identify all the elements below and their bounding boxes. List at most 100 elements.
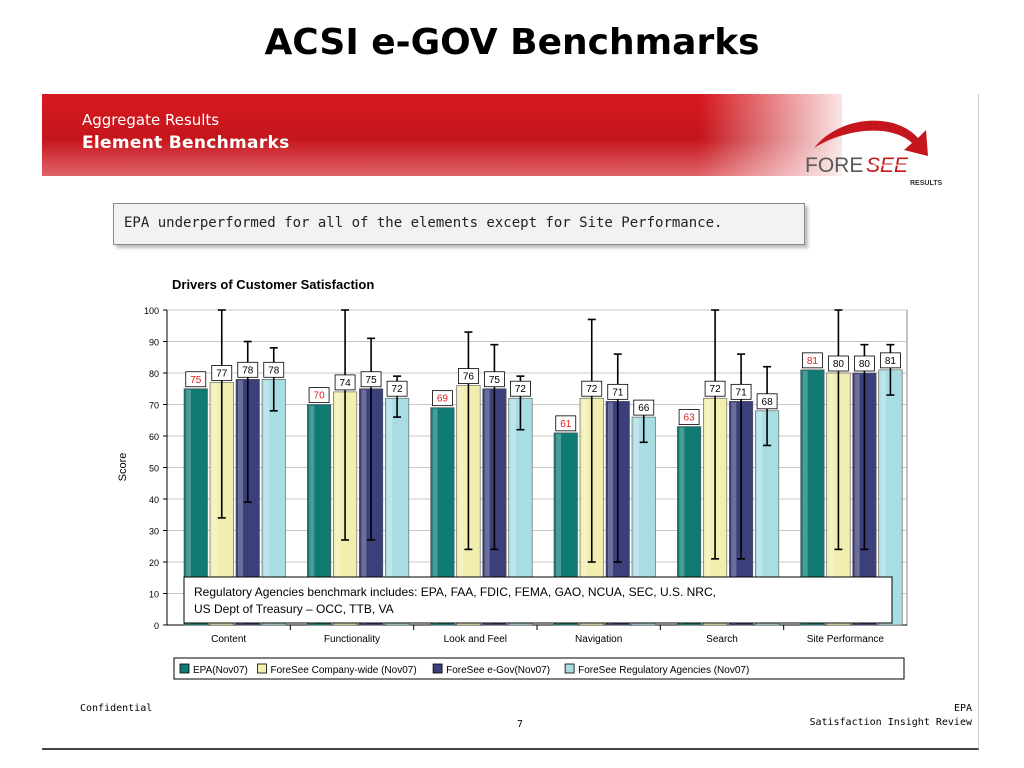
legend-swatch (564, 663, 575, 674)
bar-highlight (212, 383, 217, 624)
legend-swatch (179, 663, 190, 674)
data-label-box (756, 393, 778, 410)
logo-tagline: RESULTS (910, 180, 942, 187)
bar-highlight (238, 380, 243, 624)
bar-highlight (828, 374, 834, 624)
bar-highlight (432, 408, 438, 624)
legend-box (173, 657, 905, 680)
data-label-box (334, 374, 356, 391)
bar-highlight (608, 402, 613, 624)
annotation-box (183, 576, 893, 624)
y-tick-label: 90 (149, 338, 159, 348)
foresee-logo: FORE SEE RESULTS (800, 110, 950, 192)
y-tick-label: 0 (154, 621, 159, 631)
data-label-box (185, 371, 207, 388)
bar-highlight (484, 389, 490, 624)
data-label-box (802, 352, 823, 369)
bar-highlight (556, 433, 561, 624)
header-subtitle: Aggregate Results (82, 111, 220, 129)
data-label: 69 (437, 394, 449, 405)
bar-highlight (679, 427, 685, 624)
data-label-box (263, 361, 285, 378)
data-label-box (854, 355, 875, 372)
data-label-box (678, 409, 700, 425)
bar (430, 407, 455, 626)
y-tick-label: 20 (149, 558, 159, 568)
legend-label: ForeSee Regulatory Agencies (Nov07) (578, 665, 749, 676)
data-label-box (360, 371, 382, 388)
data-label: 70 (314, 391, 326, 402)
bar-highlight (387, 399, 393, 624)
data-label: 72 (710, 384, 722, 395)
footer-right-line1: EPA (953, 703, 972, 714)
footer-confidential: Confidential (80, 703, 153, 714)
y-tick-label: 100 (144, 306, 159, 316)
x-tick-label: Site Performance (807, 634, 885, 645)
data-label: 71 (612, 387, 624, 398)
header-title: Element Benchmarks (82, 133, 290, 153)
bar-highlight (510, 399, 516, 624)
data-label-box (581, 380, 603, 397)
data-label: 80 (833, 359, 845, 370)
chart-title: Drivers of Customer Satisfaction (172, 277, 374, 292)
data-label: 72 (586, 384, 598, 395)
bar (183, 388, 208, 626)
data-label-box (555, 415, 577, 432)
annotation-line-1: Regulatory Agencies benchmark includes: … (194, 585, 716, 599)
annotation-line-2: US Dept of Treasury – OCC, TTB, VA (194, 602, 394, 616)
data-label: 75 (366, 375, 378, 386)
data-label: 77 (216, 368, 228, 379)
bar-highlight (361, 389, 367, 624)
bar-highlight (309, 405, 315, 624)
x-tick-label: Functionality (324, 634, 380, 645)
bar (800, 369, 825, 626)
y-tick-label: 30 (149, 527, 159, 537)
bar-highlight (335, 392, 341, 624)
page-title: ACSI e-GOV Benchmarks (264, 22, 760, 63)
x-tick-label: Look and Feel (444, 634, 507, 645)
data-label: 61 (560, 419, 572, 430)
data-label: 78 (268, 365, 280, 376)
data-label: 63 (684, 413, 696, 424)
data-label: 75 (489, 375, 501, 386)
bar-highlight (731, 402, 737, 624)
bar-highlight (854, 374, 860, 624)
data-label-box (237, 361, 259, 378)
x-tick-label: Search (706, 634, 738, 645)
bar-highlight (582, 399, 587, 624)
legend-swatch (257, 663, 267, 674)
data-label: 78 (242, 365, 254, 376)
legend-label: ForeSee Company-wide (Nov07) (271, 665, 417, 676)
data-label: 68 (762, 397, 774, 408)
y-axis-label: Score (117, 453, 129, 482)
bar-highlight (264, 380, 269, 624)
data-label-box (484, 371, 505, 388)
bar-highlight (634, 418, 639, 624)
footer-right-line2: Satisfaction Insight Review (809, 717, 972, 728)
bar-highlight (705, 399, 711, 624)
data-label: 66 (638, 403, 650, 414)
data-label-box (607, 383, 629, 400)
callout-text: EPA underperformed for all of the elemen… (124, 215, 723, 231)
data-label-box (828, 355, 849, 372)
data-label-box (510, 380, 531, 397)
callout-box (113, 203, 805, 245)
y-tick-label: 70 (149, 401, 159, 411)
data-label: 72 (392, 384, 404, 395)
data-label-box (432, 390, 453, 407)
legend-label: EPA(Nov07) (193, 665, 248, 676)
bar-highlight (757, 411, 763, 624)
data-label-box (880, 352, 901, 369)
data-label: 72 (515, 384, 527, 395)
data-label: 71 (736, 387, 748, 398)
y-tick-label: 80 (149, 369, 159, 379)
data-label: 75 (190, 375, 202, 386)
bar-highlight (880, 370, 886, 624)
data-label-box (458, 368, 479, 384)
data-label-box (211, 365, 233, 381)
y-tick-label: 10 (149, 590, 159, 600)
bar-highlight (458, 386, 464, 624)
data-label-box (730, 383, 752, 400)
legend-swatch (432, 663, 443, 674)
bar-highlight (802, 370, 808, 624)
